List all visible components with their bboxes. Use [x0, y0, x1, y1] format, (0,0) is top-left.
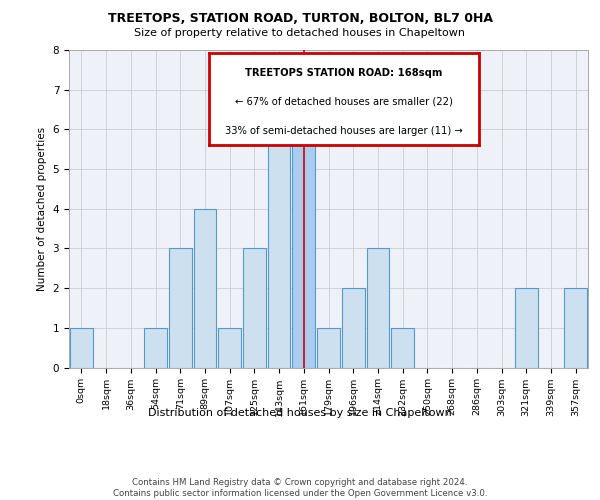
Bar: [268, 130, 290, 368]
Bar: [292, 90, 315, 368]
Bar: [144, 328, 167, 368]
Text: Distribution of detached houses by size in Chapeltown: Distribution of detached houses by size …: [148, 408, 452, 418]
Text: Size of property relative to detached houses in Chapeltown: Size of property relative to detached ho…: [134, 28, 466, 38]
Bar: [367, 248, 389, 368]
Bar: [169, 248, 191, 368]
Bar: [70, 328, 93, 368]
Bar: [515, 288, 538, 368]
Bar: [564, 288, 587, 368]
Y-axis label: Number of detached properties: Number of detached properties: [37, 126, 47, 291]
Bar: [391, 328, 414, 368]
Bar: [243, 248, 266, 368]
Text: TREETOPS, STATION ROAD, TURTON, BOLTON, BL7 0HA: TREETOPS, STATION ROAD, TURTON, BOLTON, …: [107, 12, 493, 26]
Bar: [342, 288, 365, 368]
Text: Contains HM Land Registry data © Crown copyright and database right 2024.
Contai: Contains HM Land Registry data © Crown c…: [113, 478, 487, 498]
Bar: [317, 328, 340, 368]
Bar: [194, 209, 216, 368]
Bar: [218, 328, 241, 368]
